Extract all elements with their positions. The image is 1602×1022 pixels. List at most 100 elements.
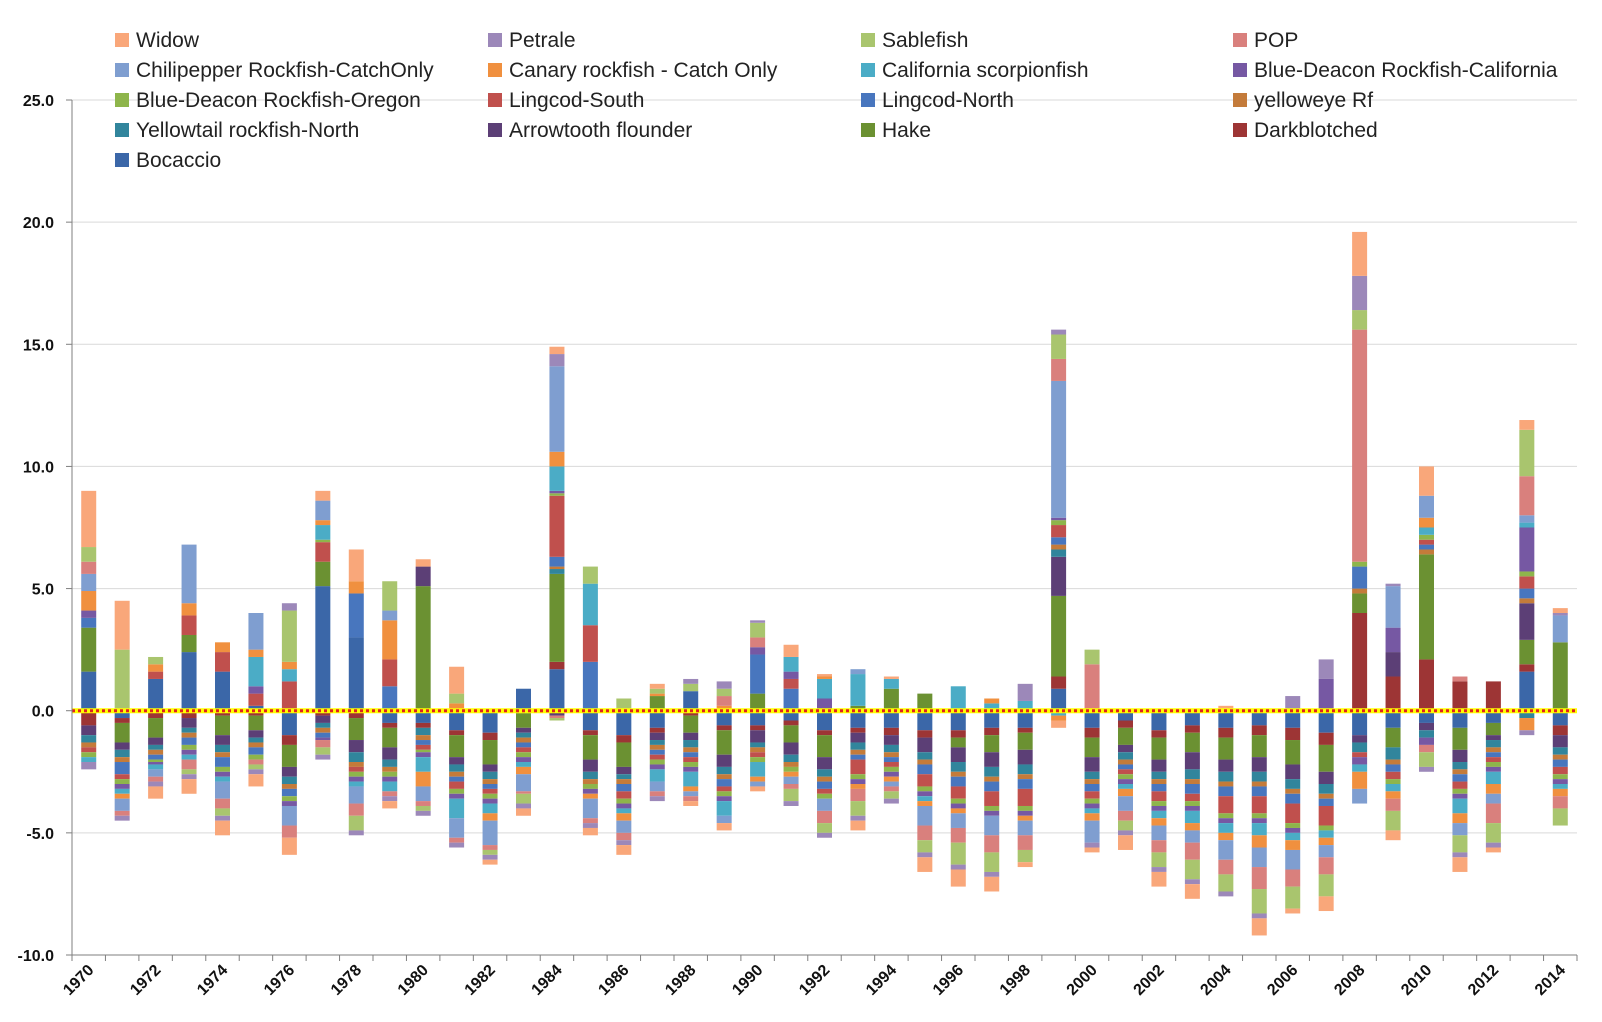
bar-segment-lingcod-south-1978 — [348, 766, 364, 772]
bar-segment-blue-deacon-rockfish-california-1970 — [81, 610, 97, 618]
bar-segment-yellowtail-rockfish-north-1984 — [549, 569, 565, 574]
bar-segment-blue-deacon-rockfish-oregon-2014 — [1552, 774, 1568, 780]
bar-segment-pop-1999 — [1051, 358, 1067, 381]
bar-segment-arrowtooth-flounder-1982 — [482, 764, 498, 772]
bar-segment-blue-deacon-rockfish-oregon-2007 — [1318, 825, 1334, 831]
bar-segment-yelloweye-rf-2014 — [1552, 754, 1568, 760]
bar-segment-california-scorpionfish-2002 — [1151, 810, 1167, 819]
bar-segment-canary-rockfish-catch-only-1980 — [415, 771, 431, 787]
bar-segment-lingcod-south-1990 — [750, 752, 766, 758]
bar-segment-yelloweye-rf-2007 — [1318, 793, 1334, 799]
bar-segment-lingcod-north-1983 — [516, 742, 531, 748]
bar-segment-lingcod-south-1980 — [415, 744, 431, 750]
bar-segment-darkblotched-1976 — [281, 735, 297, 745]
bar-segment-blue-deacon-rockfish-california-1978 — [348, 776, 364, 782]
bar-segment-petrale-1990 — [750, 620, 766, 623]
bar-segment-arrowtooth-flounder-1985 — [582, 759, 598, 772]
bar-segment-blue-deacon-rockfish-oregon-2010 — [1419, 534, 1434, 540]
bar-segment-yellowtail-rockfish-north-1976 — [281, 776, 297, 784]
bar-segment-chilipepper-rockfish-catchonly-1975 — [248, 613, 264, 650]
bar-segment-widow-2014 — [1552, 608, 1568, 613]
bar-segment-lingcod-south-2001 — [1118, 769, 1133, 775]
bar-segment-sablefish-2010 — [1419, 752, 1434, 767]
bar-segment-sablefish-1986 — [616, 698, 632, 711]
bar-segment-arrowtooth-flounder-1989 — [716, 754, 732, 767]
legend-item: Darkblotched — [1233, 119, 1378, 142]
bar-segment-california-scorpionfish-1978 — [348, 781, 364, 787]
bar-segment-california-scorpionfish-1975 — [248, 656, 264, 687]
bar-segment-darkblotched-1979 — [382, 722, 398, 728]
bar-segment-chilipepper-rockfish-catchonly-1991 — [783, 776, 799, 784]
bar-segment-petrale-1972 — [148, 781, 164, 787]
bar-segment-blue-deacon-rockfish-california-1991 — [783, 671, 799, 679]
bar-segment-blue-deacon-rockfish-oregon-2005 — [1251, 813, 1267, 819]
bar-segment-bocaccio-1971 — [114, 710, 130, 719]
bar-segment-darkblotched-1981 — [449, 730, 465, 736]
bar-segment-chilipepper-rockfish-catchonly-2009 — [1385, 586, 1401, 628]
bar-segment-yellowtail-rockfish-north-2004 — [1218, 771, 1234, 782]
bar-segment-sablefish-1971 — [114, 649, 130, 711]
bar-segment-bocaccio-1992 — [817, 710, 832, 731]
bar-segment-lingcod-north-1985 — [582, 661, 598, 711]
bar-segment-widow-2008 — [1352, 231, 1368, 276]
bar-segment-yellowtail-rockfish-north-1994 — [883, 744, 899, 753]
bar-segment-arrowtooth-flounder-1997 — [984, 752, 1000, 767]
bar-segment-lingcod-north-2010 — [1419, 544, 1434, 550]
bar-segment-widow-1998 — [1017, 862, 1033, 868]
bar-segment-petrale-2004 — [1218, 891, 1234, 897]
bar-segment-hake-1982 — [482, 740, 498, 765]
bar-segment-pop-1980 — [415, 801, 431, 806]
bar-segment-darkblotched-1978 — [348, 710, 364, 719]
bar-segment-bocaccio-1980 — [415, 710, 431, 723]
bar-segment-darkblotched-1987 — [649, 727, 665, 733]
legend-item: Lingcod-North — [861, 89, 1014, 112]
bar-segment-lingcod-north-1991 — [783, 688, 799, 711]
bar-segment-pop-1986 — [616, 832, 632, 841]
bar-segment-california-scorpionfish-1979 — [382, 781, 398, 792]
bar-segment-yelloweye-rf-2000 — [1084, 779, 1100, 784]
bar-segment-hake-1998 — [1017, 732, 1033, 750]
bar-segment-lingcod-south-1989 — [716, 786, 732, 792]
bar-segment-darkblotched-2007 — [1318, 732, 1334, 745]
legend-label: Blue-Deacon Rockfish-Oregon — [136, 89, 421, 112]
bar-segment-yellowtail-rockfish-north-1988 — [683, 740, 699, 748]
bar-segment-darkblotched-1997 — [984, 727, 1000, 736]
bar-segment-arrowtooth-flounder-2009 — [1385, 652, 1401, 677]
bar-segment-arrowtooth-flounder-1999 — [1051, 556, 1067, 596]
bar-segment-sablefish-2008 — [1352, 310, 1368, 330]
bar-segment-petrale-1980 — [415, 810, 431, 816]
bar-segment-yellowtail-rockfish-north-1989 — [716, 766, 732, 775]
bar-segment-yelloweye-rf-2005 — [1251, 781, 1267, 787]
bar-segment-bocaccio-1977 — [315, 586, 331, 711]
bar-segment-blue-deacon-rockfish-oregon-2003 — [1184, 801, 1200, 806]
bar-segment-arrowtooth-flounder-2003 — [1184, 752, 1200, 770]
bar-segment-sablefish-2004 — [1218, 874, 1234, 892]
bar-segment-widow-1984 — [549, 346, 565, 355]
bar-segment-sablefish-2006 — [1285, 886, 1301, 909]
bar-segment-lingcod-north-1979 — [382, 686, 398, 711]
bar-segment-california-scorpionfish-1991 — [783, 656, 799, 672]
bar-segment-sablefish-2005 — [1251, 889, 1267, 914]
bar-segment-blue-deacon-rockfish-california-1998 — [1017, 810, 1033, 816]
bar-segment-darkblotched-1986 — [616, 735, 632, 743]
bar-segment-yelloweye-rf-1979 — [382, 766, 398, 772]
bar-segment-yelloweye-rf-1995 — [917, 759, 933, 765]
bar-segment-pop-1997 — [984, 835, 1000, 853]
bar-segment-sablefish-1996 — [950, 842, 966, 865]
bar-segment-canary-rockfish-catch-only-1999 — [1051, 715, 1067, 721]
bar-segment-hake-1981 — [449, 735, 465, 758]
bar-segment-darkblotched-1998 — [1017, 727, 1033, 733]
bar-segment-sablefish-2012 — [1485, 823, 1501, 843]
bar-segment-widow-1976 — [281, 837, 297, 855]
bar-segment-california-scorpionfish-2000 — [1084, 808, 1100, 814]
bar-segment-darkblotched-2011 — [1452, 681, 1468, 711]
bar-segment-hake-1976 — [281, 744, 297, 767]
bar-segment-arrowtooth-flounder-2012 — [1485, 735, 1501, 741]
bar-segment-darkblotched-1989 — [716, 725, 732, 731]
bar-segment-chilipepper-rockfish-catchonly-2003 — [1184, 830, 1200, 843]
bar-segment-blue-deacon-rockfish-oregon-1989 — [716, 791, 732, 797]
legend-swatch — [861, 93, 875, 107]
bar-segment-california-scorpionfish-1995 — [917, 796, 933, 802]
bar-segment-yellowtail-rockfish-north-1983 — [516, 732, 531, 738]
bar-segment-blue-deacon-rockfish-oregon-1976 — [281, 796, 297, 802]
